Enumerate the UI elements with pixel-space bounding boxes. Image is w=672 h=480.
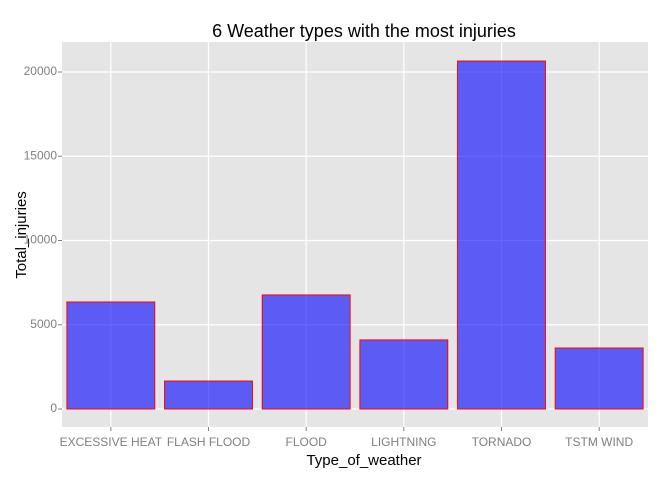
panel xyxy=(62,42,648,427)
y-tick-label: 15000 xyxy=(24,148,58,162)
bar xyxy=(164,380,253,410)
x-axis-label: Type_of_weather xyxy=(306,452,421,469)
bar xyxy=(457,60,546,410)
bar xyxy=(261,294,351,410)
y-tick-label: 10000 xyxy=(24,233,58,247)
bar xyxy=(66,301,156,410)
x-tick-label: TSTM WIND xyxy=(565,435,633,449)
y-tick-label: 20000 xyxy=(24,64,58,78)
y-tick-label: 0 xyxy=(50,401,57,415)
bar xyxy=(359,339,449,410)
bar xyxy=(554,347,644,410)
x-tick-label: FLASH FLOOD xyxy=(167,435,251,449)
x-tick-label: LIGHTNING xyxy=(371,435,436,449)
y-axis-label: Total_injuries xyxy=(13,191,30,279)
x-tick-label: TORNADO xyxy=(472,435,532,449)
chart-title: 6 Weather types with the most injuries xyxy=(212,21,516,41)
x-tick-label: FLOOD xyxy=(285,435,327,449)
y-tick-label: 5000 xyxy=(30,317,57,331)
x-tick-label: EXCESSIVE HEAT xyxy=(60,435,163,449)
